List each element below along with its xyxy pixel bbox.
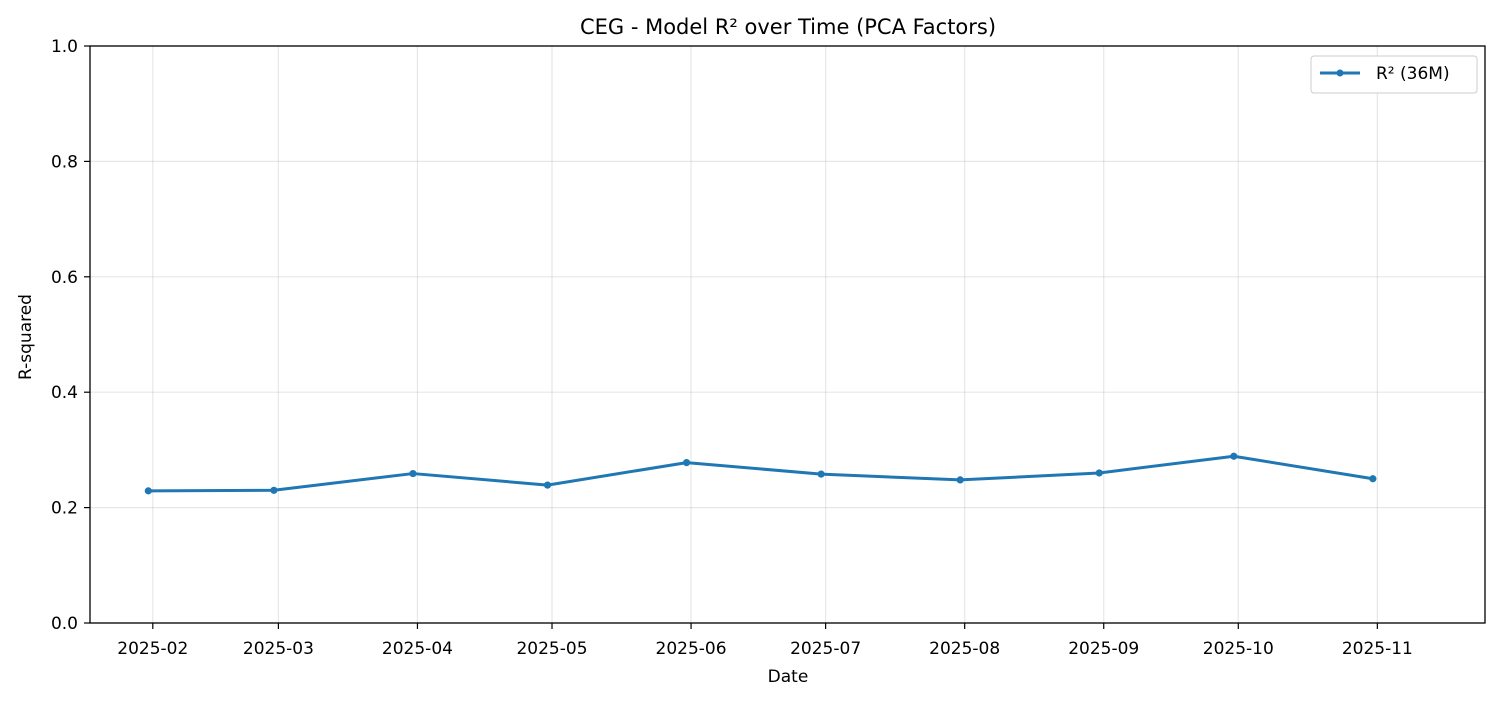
chart-title: CEG - Model R² over Time (PCA Factors) [580,15,996,39]
x-tick-label: 2025-04 [382,639,453,659]
series-layer [144,452,1377,495]
data-point [1369,475,1377,483]
data-point [144,487,152,495]
data-point [682,458,691,467]
x-tick-label: 2025-02 [117,639,188,659]
y-tick-label: 0.8 [51,152,78,172]
y-tick-label: 1.0 [51,37,78,57]
data-point [956,476,964,484]
legend: R² (36M) [1310,55,1478,94]
x-tick-label: 2025-06 [656,639,727,659]
x-tick-label: 2025-10 [1203,639,1274,659]
y-tick-label: 0.2 [51,499,78,519]
series-line [146,454,1375,493]
y-axis-title: R-squared [16,294,36,380]
data-point [1230,452,1238,460]
x-tick-label: 2025-09 [1068,639,1139,659]
x-tick-label: 2025-08 [929,639,1000,659]
y-tick-label: 0.6 [51,268,78,288]
y-axis: 0.0 0.2 0.4 0.6 0.8 1.0 [51,37,90,634]
x-tick-label: 2025-05 [516,639,587,659]
plot-frame [89,45,1486,624]
data-point [543,481,552,489]
data-point [817,470,825,478]
x-tick-label: 2025-11 [1342,639,1413,659]
grid [90,45,1485,624]
x-axis-title: Date [768,667,809,687]
data-point [409,469,417,478]
x-axis: 2025-02 2025-03 2025-04 2025-05 2025-06 2025-… [117,623,1413,659]
x-tick-label: 2025-03 [243,639,314,659]
legend-box [1310,55,1478,94]
data-point [1095,469,1103,477]
legend-marker [1336,69,1344,77]
y-tick-label: 0.4 [51,383,78,403]
y-tick-label: 0.0 [51,614,78,634]
x-tick-label: 2025-07 [790,639,861,659]
legend-label: R² (36M) [1376,64,1450,84]
data-point [270,486,278,494]
